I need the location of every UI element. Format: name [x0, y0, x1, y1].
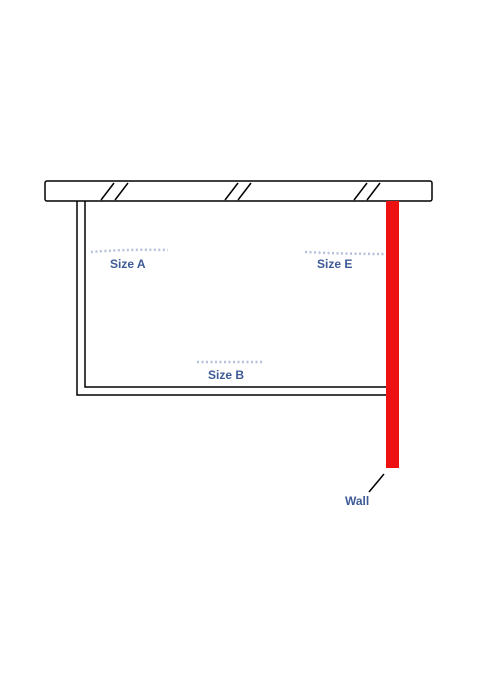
frame-outer: [76, 201, 386, 396]
size-b-label: Size B: [208, 368, 244, 382]
wall-label: Wall: [345, 494, 369, 508]
size-e-label: Size E: [317, 257, 352, 271]
frame-inner: [84, 201, 386, 388]
size-a-dotted-line: [90, 248, 169, 254]
wall-pointer-line: [368, 473, 385, 493]
glass-hatch-marks: [100, 182, 381, 201]
wall: [386, 201, 399, 468]
size-e-dotted-line: [304, 250, 385, 256]
size-a-label: Size A: [110, 257, 146, 271]
top-panel: [44, 180, 433, 202]
